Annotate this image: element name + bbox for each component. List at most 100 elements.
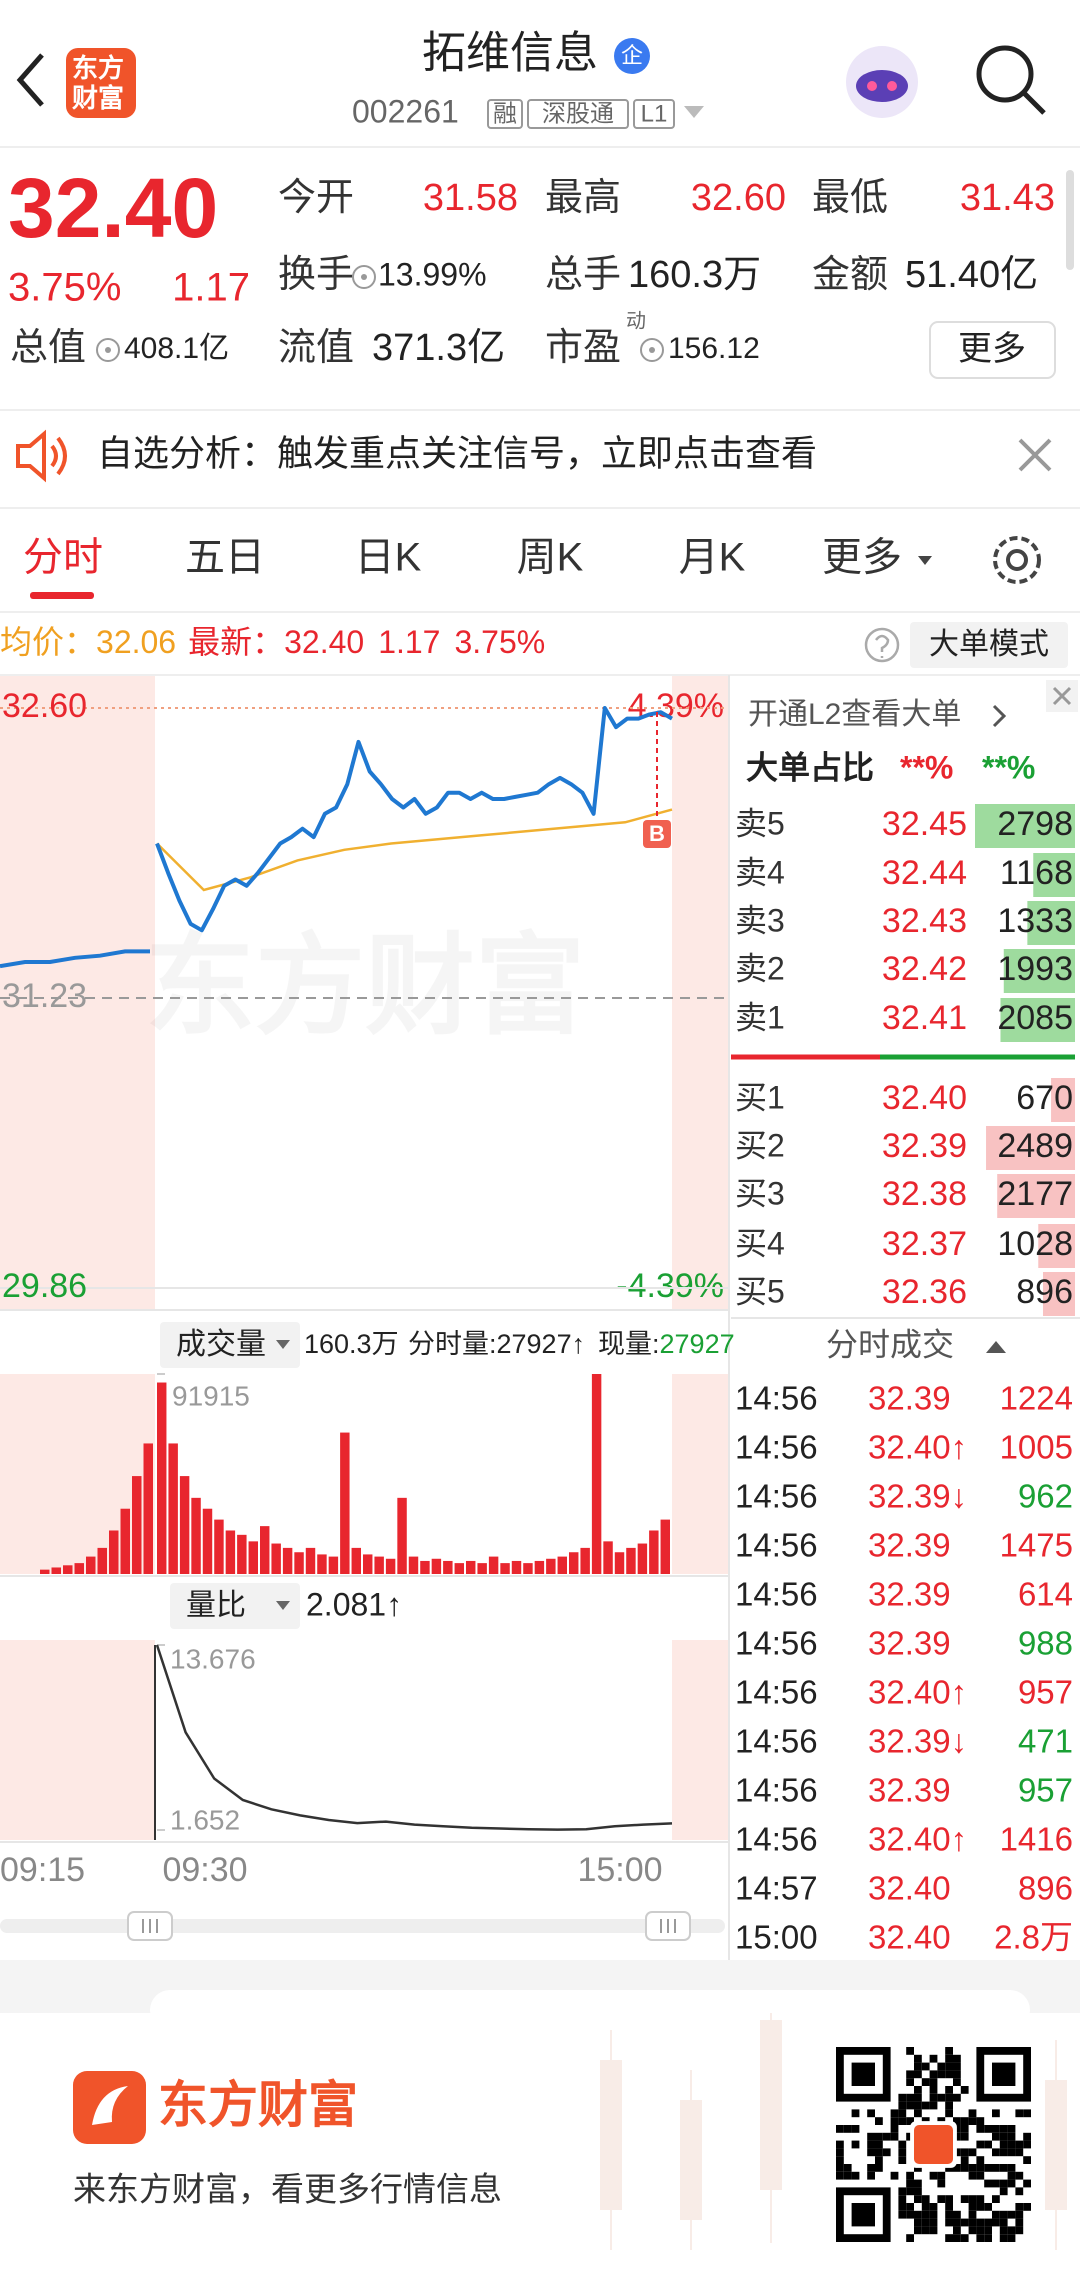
qr-module <box>1015 2226 1024 2235</box>
qr-module <box>992 2109 1000 2118</box>
tab[interactable]: 月K <box>679 536 746 580</box>
qr-module <box>898 2093 907 2102</box>
qr-module <box>953 2164 961 2172</box>
qr-module <box>875 2132 883 2141</box>
footer-decoration <box>600 2013 1067 2250</box>
qr-module <box>1015 2203 1024 2211</box>
code-dropdown[interactable] <box>684 106 704 118</box>
close-notice[interactable] <box>1018 438 1052 472</box>
settings-icon[interactable] <box>993 536 1041 584</box>
volume-bar <box>649 1530 659 1574</box>
tab[interactable]: 日K <box>355 536 422 580</box>
stat-label: 金额 <box>812 254 888 296</box>
trades-title[interactable]: 分时成交 <box>826 1326 954 1362</box>
tag-box <box>633 99 675 129</box>
volume-bar <box>637 1543 648 1574</box>
qr-module <box>960 2086 969 2094</box>
trade-price: 32.39 <box>868 1527 951 1564</box>
qr-module <box>1007 2132 1016 2141</box>
search-handle <box>1022 91 1046 115</box>
ratio-selector-text: 量比 <box>186 1589 246 1622</box>
more-button[interactable] <box>929 321 1056 379</box>
qr-finder <box>851 2062 875 2086</box>
brand-logo-mark <box>92 2086 128 2125</box>
trade-price: 32.40↑ <box>868 1429 967 1466</box>
volume-selector[interactable] <box>160 1322 300 1368</box>
depth-bar <box>1000 998 1075 1042</box>
trade-price: 32.40 <box>868 1870 951 1907</box>
qr-module <box>937 2062 946 2071</box>
qr-module <box>914 2210 922 2219</box>
qr-module <box>836 2164 844 2172</box>
avg-price: 32.06 <box>96 624 176 660</box>
depth-bar <box>1038 1224 1075 1268</box>
qr-module <box>960 2156 969 2164</box>
qr-module <box>976 2117 985 2125</box>
help-icon[interactable] <box>864 627 900 663</box>
qr-module <box>921 2062 930 2071</box>
tag-box <box>527 99 629 129</box>
qr-module <box>875 2156 883 2164</box>
qr-module <box>984 2125 992 2133</box>
qr-module <box>914 2195 922 2203</box>
qr-module <box>906 2179 914 2188</box>
tag: L1 <box>641 100 668 127</box>
qr-module <box>929 2210 938 2219</box>
depth-bar <box>1027 901 1075 945</box>
notice-text[interactable]: 自选分析：触发重点关注信号，立即点击查看 <box>97 433 817 474</box>
l2-link[interactable]: 开通L2查看大单 <box>748 698 961 731</box>
depth-bar <box>1051 1078 1075 1122</box>
tab[interactable]: 周K <box>517 536 584 580</box>
trade-time: 14:56 <box>735 1723 818 1760</box>
qr-module <box>976 2218 985 2227</box>
qr-module <box>867 2140 875 2149</box>
last-price: 32.40 <box>8 161 218 255</box>
ratio-selector[interactable] <box>170 1583 300 1629</box>
search-icon[interactable] <box>976 45 1034 103</box>
trade-volume: 957 <box>1018 1674 1073 1711</box>
depth-bar <box>1042 1272 1075 1316</box>
qr-module <box>960 2195 969 2203</box>
qr-module <box>945 2054 953 2063</box>
mode-button[interactable] <box>910 622 1068 668</box>
volume-bar <box>523 1563 533 1574</box>
level-volume: 2085 <box>997 999 1073 1037</box>
qr-module <box>867 2109 875 2118</box>
qr-module <box>882 2132 891 2141</box>
volume-bar <box>534 1560 545 1574</box>
qr-module <box>898 2203 907 2211</box>
level-volume: 670 <box>1016 1079 1073 1117</box>
volume-bar <box>340 1432 350 1574</box>
qr-module <box>968 2148 977 2157</box>
qr-module <box>890 2109 899 2118</box>
qr-module <box>984 2203 992 2211</box>
tab[interactable]: 更多 <box>822 536 902 580</box>
stat-value: 31.58 <box>423 177 518 219</box>
qr-module <box>1007 2226 1016 2235</box>
qr-module <box>992 2218 1000 2227</box>
trade-volume: 988 <box>1018 1625 1073 1662</box>
y-tick-label: 91915 <box>172 1380 250 1411</box>
qr-module <box>1007 2148 1016 2157</box>
back-button[interactable] <box>16 53 44 107</box>
volume-bar <box>454 1563 464 1574</box>
tab[interactable]: 分时 <box>23 536 103 580</box>
qr-module <box>867 2164 875 2172</box>
stat-label: 流值 <box>278 327 354 369</box>
volume-bar <box>214 1519 224 1574</box>
volume-bar <box>363 1554 373 1574</box>
qr-module <box>968 2203 977 2211</box>
qr-module <box>906 2078 914 2086</box>
qr-module <box>875 2117 883 2125</box>
trade-volume: 2.8万 <box>994 1919 1073 1956</box>
qr-module <box>976 2164 985 2172</box>
qr-module <box>914 2109 922 2118</box>
stat-label: 最低 <box>812 177 888 219</box>
qr-module <box>937 2070 946 2079</box>
change: 1.17 <box>378 624 440 660</box>
trade-time: 14:56 <box>735 1821 818 1858</box>
tab-dropdown <box>918 556 932 565</box>
tab[interactable]: 五日 <box>185 536 265 580</box>
volume-bar <box>237 1534 247 1574</box>
level-price: 32.44 <box>882 854 967 892</box>
